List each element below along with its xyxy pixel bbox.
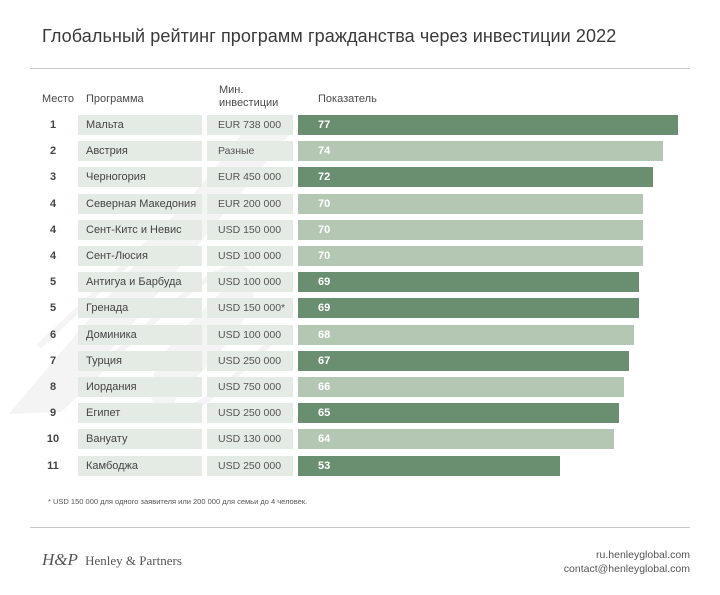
score-bar: 67 xyxy=(298,350,629,371)
table-row: 7 Турция USD 250 000 67 xyxy=(0,350,720,371)
top-divider xyxy=(30,68,690,69)
table-row: 2 Австрия Разные 74 xyxy=(0,141,720,162)
score-bar: 53 xyxy=(298,455,560,476)
investment-cell: USD 250 000 xyxy=(207,455,293,476)
investment-cell: EUR 738 000 xyxy=(207,115,293,135)
program-cell: Северная Македония xyxy=(78,193,202,214)
investment-cell: USD 130 000 xyxy=(207,429,293,450)
program-cell: Черногория xyxy=(78,167,202,188)
rank-cell: 6 xyxy=(49,328,57,341)
rank-cell: 4 xyxy=(49,223,57,236)
rank-cell: 4 xyxy=(49,250,57,262)
table-row: 8 Иордания USD 750 000 66 xyxy=(0,377,720,397)
logo-mark: H&P xyxy=(42,550,78,569)
table-row: 5 Гренада USD 150 000* 69 xyxy=(0,298,720,319)
page-title: Глобальный рейтинг программ гражданства … xyxy=(42,26,617,46)
investment-cell: USD 100 000 xyxy=(207,272,293,293)
rank-cell: 11 xyxy=(47,459,59,472)
score-bar: 68 xyxy=(298,324,634,345)
score-bar: 72 xyxy=(298,167,654,188)
score-value-label: 66 xyxy=(318,381,331,393)
table-row: 10 Вануату USD 130 000 64 xyxy=(0,429,720,450)
header-score: Показатель xyxy=(318,93,377,105)
program-cell: Египет xyxy=(78,403,202,424)
score-value-label: 70 xyxy=(318,250,331,262)
investment-cell: USD 150 000 xyxy=(207,219,293,240)
investment-cell: EUR 450 000 xyxy=(207,167,293,188)
score-value-label: 65 xyxy=(318,407,331,420)
rank-cell: 4 xyxy=(49,197,57,210)
footnote: * USD 150 000 для одного заявителя или 2… xyxy=(48,497,308,506)
score-value-label: 70 xyxy=(318,197,331,210)
score-bar: 69 xyxy=(298,272,639,293)
score-value-label: 72 xyxy=(318,171,331,184)
score-value-label: 68 xyxy=(318,328,331,341)
score-bar: 64 xyxy=(298,429,614,450)
score-bar: 70 xyxy=(298,193,644,214)
program-cell: Турция xyxy=(78,350,202,371)
score-value-label: 69 xyxy=(318,302,331,315)
investment-cell: USD 250 000 xyxy=(207,350,293,371)
table-row: 4 Сент-Китс и Невис USD 150 000 70 xyxy=(0,219,720,240)
investment-cell: Разные xyxy=(207,141,293,162)
table-row: 1 Мальта EUR 738 000 77 xyxy=(0,115,720,135)
rank-cell: 10 xyxy=(46,433,60,446)
program-cell: Камбоджа xyxy=(78,455,202,476)
rank-cell: 3 xyxy=(49,171,57,184)
program-cell: Гренада xyxy=(78,298,202,319)
table-row: 4 Северная Македония EUR 200 000 70 xyxy=(0,193,720,214)
table-row: 9 Египет USD 250 000 65 xyxy=(0,403,720,424)
program-cell: Сент-Китс и Невис xyxy=(78,219,202,240)
score-bar: 70 xyxy=(298,246,644,266)
bottom-divider xyxy=(30,527,690,528)
henley-partners-logo: H&P Henley & Partners xyxy=(42,550,182,570)
score-bar: 65 xyxy=(298,403,619,424)
program-cell: Сент-Люсия xyxy=(78,246,202,266)
rank-cell: 5 xyxy=(49,302,57,315)
score-bar: 69 xyxy=(298,298,639,319)
rank-cell: 9 xyxy=(49,407,57,420)
header-investment: Мин. инвестиции xyxy=(219,84,279,109)
score-bar: 66 xyxy=(298,377,624,397)
investment-cell: EUR 200 000 xyxy=(207,193,293,214)
rank-cell: 2 xyxy=(49,145,57,158)
score-bar: 77 xyxy=(298,115,678,135)
score-value-label: 70 xyxy=(318,223,331,236)
investment-cell: USD 250 000 xyxy=(207,403,293,424)
table-row: 6 Доминика USD 100 000 68 xyxy=(0,324,720,345)
program-cell: Мальта xyxy=(78,115,202,135)
rank-cell: 8 xyxy=(49,381,57,393)
header-program: Программа xyxy=(86,93,144,105)
program-cell: Доминика xyxy=(78,324,202,345)
contact-email[interactable]: contact@henleyglobal.com xyxy=(563,563,690,575)
program-cell: Иордания xyxy=(78,377,202,397)
program-cell: Антигуа и Барбуда xyxy=(78,272,202,293)
rank-cell: 7 xyxy=(49,354,57,367)
score-bar: 74 xyxy=(298,141,664,162)
score-value-label: 64 xyxy=(318,433,331,446)
program-cell: Австрия xyxy=(78,141,202,162)
score-bar: 70 xyxy=(298,219,644,240)
investment-cell: USD 150 000* xyxy=(207,298,293,319)
contact-site[interactable]: ru.henleyglobal.com xyxy=(596,549,690,561)
investment-cell: USD 100 000 xyxy=(207,246,293,266)
logo-name: Henley & Partners xyxy=(85,553,182,568)
score-value-label: 67 xyxy=(318,354,331,367)
table-row: 4 Сент-Люсия USD 100 000 70 xyxy=(0,246,720,266)
investment-cell: USD 100 000 xyxy=(207,324,293,345)
program-cell: Вануату xyxy=(78,429,202,450)
score-value-label: 77 xyxy=(318,119,331,131)
table-row: 5 Антигуа и Барбуда USD 100 000 69 xyxy=(0,272,720,293)
table-row: 3 Черногория EUR 450 000 72 xyxy=(0,167,720,188)
header-rank: Место xyxy=(42,93,74,105)
rank-cell: 5 xyxy=(49,276,57,289)
rank-cell: 1 xyxy=(49,119,57,131)
score-value-label: 53 xyxy=(318,459,331,472)
score-value-label: 69 xyxy=(318,276,331,289)
investment-cell: USD 750 000 xyxy=(207,377,293,397)
score-value-label: 74 xyxy=(318,145,331,158)
table-row: 11 Камбоджа USD 250 000 53 xyxy=(0,455,720,476)
